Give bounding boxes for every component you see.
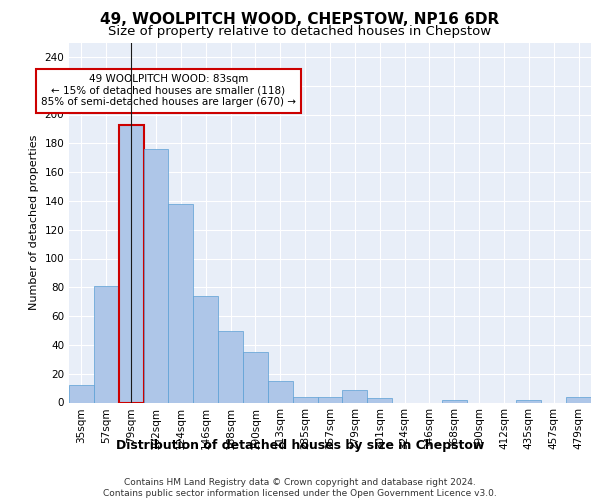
Text: Distribution of detached houses by size in Chepstow: Distribution of detached houses by size … (116, 440, 484, 452)
Bar (193, 296, 218, 403)
Text: Contains HM Land Registry data © Crown copyright and database right 2024.
Contai: Contains HM Land Registry data © Crown c… (103, 478, 497, 498)
Bar (169, 204, 193, 402)
Bar (94, 286, 119, 403)
Bar (143, 149, 169, 403)
Text: 49, WOOLPITCH WOOD, CHEPSTOW, NP16 6DR: 49, WOOLPITCH WOOD, CHEPSTOW, NP16 6DR (100, 12, 500, 28)
Bar (243, 352, 268, 403)
Text: Size of property relative to detached houses in Chepstow: Size of property relative to detached ho… (109, 25, 491, 38)
Bar (343, 390, 367, 402)
Y-axis label: Number of detached properties: Number of detached properties (29, 135, 39, 310)
Bar (218, 330, 243, 402)
Text: 49 WOOLPITCH WOOD: 83sqm
← 15% of detached houses are smaller (118)
85% of semi-: 49 WOOLPITCH WOOD: 83sqm ← 15% of detach… (41, 74, 296, 108)
Bar (517, 400, 541, 402)
Bar (268, 381, 293, 402)
Bar (367, 398, 392, 402)
Bar (293, 396, 317, 402)
Bar (566, 396, 591, 402)
Bar (317, 396, 343, 402)
Bar (119, 124, 143, 402)
Bar (442, 400, 467, 402)
Bar (69, 385, 94, 402)
